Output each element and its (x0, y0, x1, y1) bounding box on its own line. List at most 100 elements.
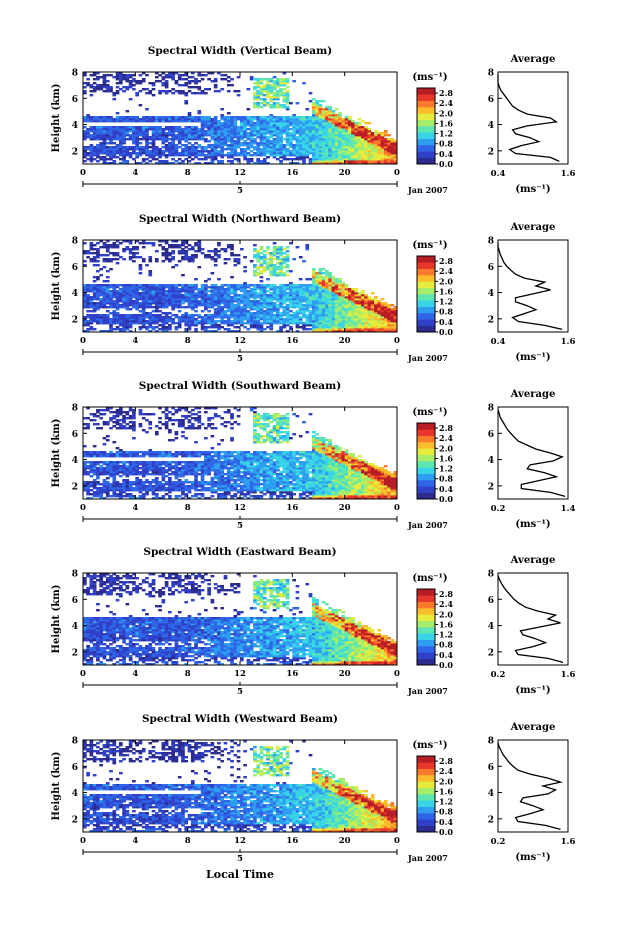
heatmap-cell (115, 126, 120, 129)
heatmap-cell (115, 316, 120, 319)
heatmap-cell (279, 116, 283, 119)
heatmap-cell (275, 248, 280, 251)
heatmap-cell (220, 116, 225, 119)
heatmap-cell (318, 122, 323, 125)
heatmap-cell (200, 138, 205, 141)
heatmap-cell (262, 320, 267, 323)
heatmap-cell (393, 146, 398, 149)
heatmap-cell (351, 120, 355, 123)
heatmap-cell (282, 290, 287, 293)
heatmap-cell (174, 136, 179, 139)
heatmap-cell (92, 82, 97, 85)
heatmap-cell (122, 126, 126, 129)
heatmap-cell (112, 132, 117, 135)
heatmap-cell (321, 124, 326, 127)
heatmap-cell (279, 132, 283, 135)
heatmap-cell (331, 152, 336, 155)
heatmap-cell (158, 296, 162, 299)
heatmap-cell (361, 298, 365, 301)
heatmap-cell (171, 240, 175, 243)
colorbar-tick-label: 1.6 (439, 118, 453, 128)
heatmap-cell (151, 84, 156, 87)
heatmap-cell (302, 304, 306, 307)
heatmap-cell (226, 310, 231, 313)
heatmap-cell (109, 268, 113, 271)
heatmap-cell (364, 134, 368, 137)
heatmap-cell (105, 80, 110, 83)
heatmap-cell (298, 118, 303, 121)
heatmap-cell (357, 308, 362, 311)
heatmap-cell (246, 304, 251, 307)
heatmap-cell (370, 146, 375, 149)
heatmap-cell (269, 316, 274, 319)
heatmap-cell (253, 304, 257, 307)
heatmap-cell (364, 154, 368, 157)
heatmap-cell (102, 290, 107, 293)
heatmap-cell (315, 124, 319, 127)
heatmap-cell (305, 286, 310, 289)
heatmap-cell (204, 292, 208, 295)
heatmap-cell (230, 84, 234, 87)
heatmap-cell (321, 128, 326, 131)
heatmap-cell (328, 280, 332, 283)
colorbar-tick-label: 2.4 (439, 266, 453, 276)
heatmap-cell (223, 316, 228, 319)
heatmap-cell (259, 88, 264, 91)
heatmap-cell (289, 162, 293, 165)
heatmap-cell (321, 108, 326, 111)
heatmap-cell (96, 118, 100, 121)
heatmap-cell (128, 252, 133, 255)
heatmap-cell (102, 314, 107, 317)
heatmap-cell (266, 88, 270, 91)
heatmap-cell (102, 156, 107, 159)
heatmap-cell (311, 314, 316, 317)
heatmap-cell (256, 90, 261, 93)
heatmap-cell (174, 284, 179, 287)
heatmap-cell (321, 130, 326, 133)
heatmap-cell (354, 324, 359, 327)
heatmap-cell (105, 495, 110, 498)
heatmap-cell (109, 136, 113, 139)
heatmap-cell (256, 116, 261, 119)
heatmap-cell (262, 150, 267, 153)
heatmap-cell (374, 298, 378, 301)
heatmap-cell (344, 300, 349, 303)
heatmap-cell (217, 256, 221, 259)
heatmap-cell (364, 328, 368, 331)
heatmap-cell (256, 306, 261, 309)
heatmap-cell (279, 288, 283, 291)
heatmap-cell (125, 110, 130, 113)
heatmap-cell (223, 306, 228, 309)
heatmap-cell (125, 132, 130, 135)
heatmap-cell (272, 80, 277, 83)
heatmap-cell (354, 316, 359, 319)
heatmap-cell (325, 126, 329, 129)
heatmap-cell (289, 302, 293, 305)
heatmap-cell (279, 134, 283, 137)
heatmap-cell (347, 300, 352, 303)
heatmap-cell (112, 294, 117, 297)
heatmap-cell (112, 328, 117, 331)
heatmap-cell (96, 264, 100, 267)
heatmap-cell (171, 128, 175, 131)
heatmap-cell (99, 316, 104, 319)
heatmap-cell (292, 296, 296, 299)
heatmap-cell (174, 130, 179, 133)
heatmap-cell (318, 162, 323, 165)
heatmap-cell (125, 248, 130, 251)
heatmap-cell (197, 266, 202, 269)
heatmap-cell (285, 90, 290, 93)
heatmap-cell (132, 320, 136, 323)
profile-x-tick-label: 1.6 (561, 337, 576, 347)
heatmap-cell (96, 296, 100, 299)
heatmap-cell (266, 86, 270, 89)
heatmap-cell (269, 266, 274, 269)
heatmap-cell (96, 493, 100, 496)
heatmap-cell (315, 106, 319, 109)
heatmap-cell (184, 300, 189, 303)
heatmap-cell (344, 156, 349, 159)
heatmap-cell (145, 284, 149, 287)
heatmap-cell (331, 282, 336, 285)
heatmap-cell (89, 485, 94, 488)
heatmap-cell (285, 78, 290, 81)
